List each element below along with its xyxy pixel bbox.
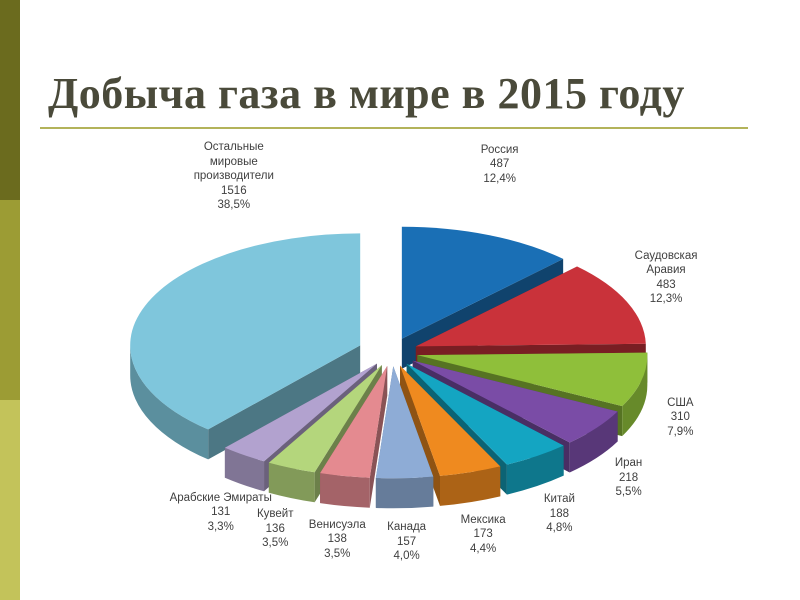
pie-slice-10 bbox=[130, 233, 361, 460]
slice-label-6: Канада 157 4,0% bbox=[387, 520, 426, 564]
slice-label-7: Венисуэла 138 3,5% bbox=[309, 518, 366, 562]
slice-label-0: Россия 487 12,4% bbox=[481, 143, 519, 187]
slice-label-percent: 12,3% bbox=[649, 293, 683, 306]
pie-slice-edge bbox=[320, 473, 370, 508]
slice-label-name: США bbox=[667, 396, 694, 409]
slice-label-name: Арабские Эмираты bbox=[169, 491, 272, 504]
slice-label-value: 157 bbox=[397, 535, 417, 548]
sidebar-block-1 bbox=[0, 0, 20, 200]
pie-slice-edge bbox=[130, 345, 209, 460]
pie-slice-6 bbox=[375, 366, 434, 509]
slice-label-value: 173 bbox=[473, 528, 493, 541]
slice-label-value: 138 bbox=[327, 533, 347, 546]
slice-label-10: Остальные мировые производители 1516 38,5% bbox=[194, 140, 274, 213]
slice-label-value: 136 bbox=[265, 522, 285, 535]
slice-label-name: Кувейт bbox=[256, 508, 294, 521]
slice-label-percent: 5,5% bbox=[615, 486, 642, 499]
pie-slice-top bbox=[224, 363, 377, 462]
slice-label-value: 310 bbox=[670, 411, 690, 424]
sidebar-block-2 bbox=[0, 200, 20, 400]
slice-label-5: Мексика 173 4,4% bbox=[461, 513, 506, 557]
pie-slice-edge bbox=[569, 411, 618, 473]
pie-slice-wall bbox=[208, 345, 361, 460]
slice-label-percent: 38,5% bbox=[217, 199, 251, 211]
pie-slice-top bbox=[375, 366, 434, 479]
slice-label-name: Россия bbox=[480, 143, 519, 156]
slice-label-name: мировые bbox=[209, 155, 258, 168]
pie-slice-top bbox=[320, 366, 388, 478]
pie-slice-7 bbox=[320, 366, 388, 508]
title-underline bbox=[40, 127, 748, 129]
pie-slice-top bbox=[415, 266, 646, 347]
slice-label-name: Саудовская bbox=[634, 249, 698, 262]
slice-label-3: Иран 218 5,5% bbox=[615, 456, 642, 500]
pie-slice-top bbox=[400, 365, 501, 476]
slice-label-1: Саудовская Аравия 483 12,3% bbox=[635, 249, 698, 307]
slice-label-percent: 3,5% bbox=[262, 537, 289, 550]
slice-label-value: 483 bbox=[656, 278, 676, 291]
pie-slice-top bbox=[130, 233, 361, 430]
pie-slice-edge bbox=[224, 447, 265, 492]
slice-label-percent: 12,4% bbox=[483, 172, 516, 185]
pie-slice-top bbox=[401, 226, 564, 339]
slice-label-name: Аравия bbox=[646, 264, 686, 277]
pie-slice-edge bbox=[506, 445, 564, 495]
slice-label-9: Арабские Эмираты 131 3,3% bbox=[170, 491, 272, 535]
slice-label-percent: 3,3% bbox=[207, 520, 234, 533]
slice-label-name: Иран bbox=[614, 457, 643, 470]
slice-label-value: 188 bbox=[549, 507, 569, 520]
slice-label-percent: 3,5% bbox=[324, 547, 351, 560]
slice-label-percent: 4,0% bbox=[393, 550, 420, 563]
slice-label-percent: 4,4% bbox=[470, 542, 497, 555]
slice-label-percent: 7,9% bbox=[667, 425, 694, 438]
slice-label-name: Остальные bbox=[203, 141, 264, 153]
slice-label-value: 218 bbox=[618, 471, 639, 484]
slide-sidebar-accent bbox=[0, 0, 20, 600]
pie-slice-top bbox=[268, 365, 382, 473]
slice-label-value: 1516 bbox=[221, 184, 247, 197]
pie-slice-edge bbox=[375, 476, 434, 509]
pie-slice-edge bbox=[268, 462, 315, 503]
slice-label-2: США 310 7,9% bbox=[667, 396, 694, 440]
pie-slice-top bbox=[406, 363, 564, 465]
pie-slice-top bbox=[412, 360, 618, 443]
slice-label-percent: 4,8% bbox=[546, 522, 573, 535]
slice-label-8: Кувейт 136 3,5% bbox=[257, 507, 294, 551]
pie-slice-edge bbox=[439, 466, 501, 506]
slice-label-4: Китай 188 4,8% bbox=[544, 492, 575, 536]
slice-label-name: производители bbox=[193, 170, 274, 182]
slice-label-value: 131 bbox=[211, 506, 231, 519]
sidebar-block-3 bbox=[0, 400, 20, 600]
slice-label-name: Венисуэла bbox=[308, 518, 366, 531]
slide-title: Добыча газа в мире в 2015 году bbox=[48, 69, 685, 118]
pie-slice-top bbox=[417, 352, 648, 407]
slice-label-name: Канада bbox=[387, 521, 427, 534]
slice-label-name: Мексика bbox=[460, 513, 506, 526]
slice-label-value: 487 bbox=[490, 158, 510, 171]
slice-label-name: Китай bbox=[543, 493, 575, 506]
pie-slice-edge bbox=[622, 355, 648, 437]
